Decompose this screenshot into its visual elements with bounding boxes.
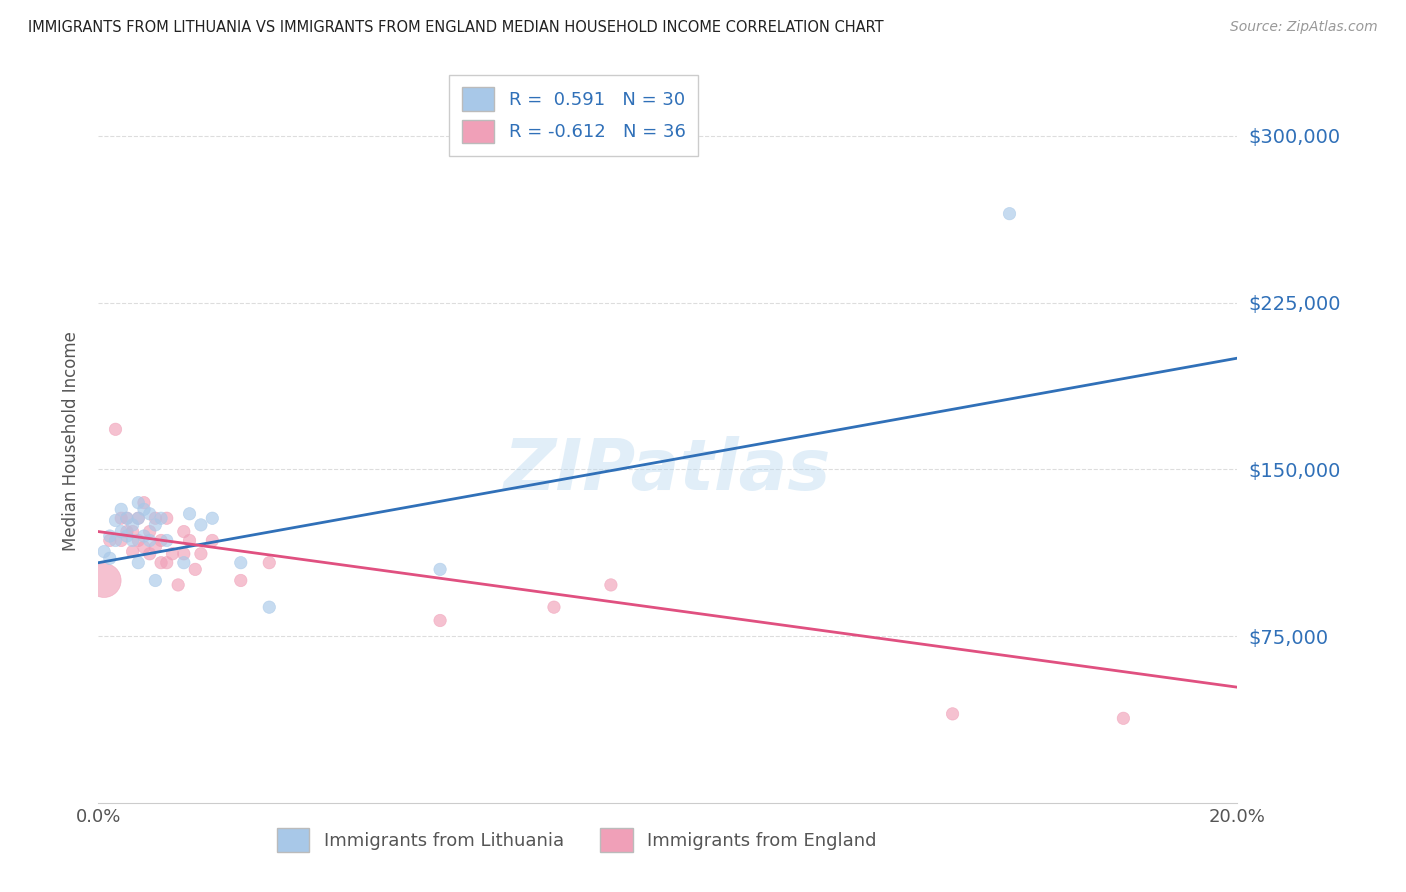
Point bbox=[173, 556, 195, 570]
Point bbox=[156, 533, 179, 548]
Point bbox=[942, 706, 965, 721]
Point bbox=[259, 556, 281, 570]
Point bbox=[998, 207, 1021, 221]
Point bbox=[145, 511, 167, 525]
Point bbox=[93, 574, 115, 588]
Point bbox=[167, 578, 190, 592]
Point bbox=[138, 507, 160, 521]
Point bbox=[127, 496, 149, 510]
Point bbox=[1112, 711, 1135, 725]
Point bbox=[156, 511, 179, 525]
Point bbox=[150, 511, 173, 525]
Point bbox=[156, 556, 179, 570]
Y-axis label: Median Household Income: Median Household Income bbox=[62, 332, 80, 551]
Point bbox=[121, 544, 143, 558]
Text: Source: ZipAtlas.com: Source: ZipAtlas.com bbox=[1230, 20, 1378, 34]
Point bbox=[115, 524, 138, 539]
Point bbox=[115, 511, 138, 525]
Point bbox=[190, 517, 212, 532]
Point bbox=[110, 524, 132, 539]
Point bbox=[98, 533, 121, 548]
Point bbox=[132, 496, 155, 510]
Point bbox=[104, 533, 127, 548]
Point bbox=[229, 556, 252, 570]
Point bbox=[110, 533, 132, 548]
Point bbox=[127, 533, 149, 548]
Point bbox=[429, 614, 451, 628]
Point bbox=[150, 556, 173, 570]
Point bbox=[145, 540, 167, 554]
Point bbox=[179, 533, 201, 548]
Text: ZIPatlas: ZIPatlas bbox=[505, 436, 831, 505]
Point bbox=[201, 511, 224, 525]
Text: IMMIGRANTS FROM LITHUANIA VS IMMIGRANTS FROM ENGLAND MEDIAN HOUSEHOLD INCOME COR: IMMIGRANTS FROM LITHUANIA VS IMMIGRANTS … bbox=[28, 20, 884, 35]
Point bbox=[98, 551, 121, 566]
Point bbox=[184, 562, 207, 576]
Point bbox=[132, 529, 155, 543]
Point bbox=[127, 511, 149, 525]
Point bbox=[104, 513, 127, 527]
Point bbox=[121, 524, 143, 539]
Point bbox=[138, 547, 160, 561]
Point bbox=[115, 511, 138, 525]
Point bbox=[127, 556, 149, 570]
Point bbox=[190, 547, 212, 561]
Point bbox=[132, 540, 155, 554]
Point bbox=[173, 524, 195, 539]
Point bbox=[150, 533, 173, 548]
Point bbox=[543, 600, 565, 615]
Point bbox=[229, 574, 252, 588]
Point bbox=[110, 511, 132, 525]
Point bbox=[115, 529, 138, 543]
Point bbox=[600, 578, 623, 592]
Point bbox=[110, 502, 132, 516]
Point bbox=[138, 533, 160, 548]
Legend: Immigrants from Lithuania, Immigrants from England: Immigrants from Lithuania, Immigrants fr… bbox=[270, 822, 884, 859]
Point bbox=[173, 547, 195, 561]
Point bbox=[127, 511, 149, 525]
Point bbox=[162, 547, 184, 561]
Point bbox=[121, 517, 143, 532]
Point bbox=[93, 544, 115, 558]
Point bbox=[104, 422, 127, 436]
Point bbox=[138, 524, 160, 539]
Point bbox=[132, 502, 155, 516]
Point bbox=[179, 507, 201, 521]
Point bbox=[145, 574, 167, 588]
Point bbox=[201, 533, 224, 548]
Point bbox=[98, 529, 121, 543]
Point bbox=[121, 533, 143, 548]
Point bbox=[259, 600, 281, 615]
Point bbox=[145, 517, 167, 532]
Point bbox=[429, 562, 451, 576]
